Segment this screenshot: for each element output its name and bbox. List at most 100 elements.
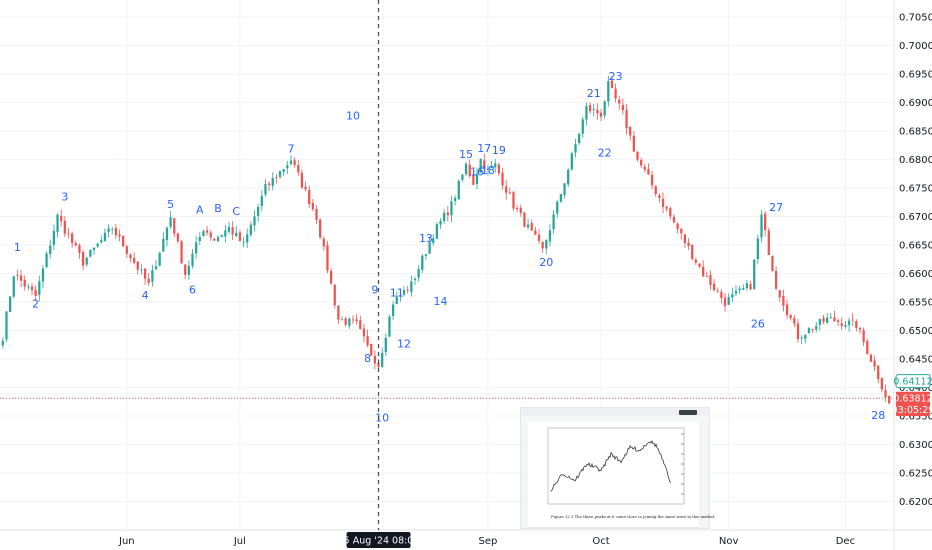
candle <box>636 151 639 162</box>
candle <box>858 327 862 334</box>
candle-body <box>599 112 603 117</box>
wave-label: B <box>214 202 222 215</box>
candle-body <box>800 337 803 339</box>
wave-label: 9 <box>371 283 378 296</box>
candle <box>260 190 263 212</box>
wave-label: 11 <box>390 286 404 299</box>
candle <box>548 224 552 247</box>
candle <box>289 154 293 166</box>
candle <box>85 256 88 267</box>
candle <box>745 279 749 291</box>
candle-body <box>745 283 749 289</box>
candle <box>789 314 792 321</box>
candle-body <box>636 151 639 160</box>
candle <box>264 179 267 197</box>
candle-body <box>880 378 884 390</box>
candle <box>676 222 679 234</box>
candle-body <box>672 216 676 223</box>
candle <box>753 259 756 290</box>
candle-body <box>235 232 238 237</box>
wave-label: 22 <box>598 147 612 160</box>
candle-body <box>486 168 490 170</box>
candle-body <box>311 202 314 210</box>
candle-body <box>264 184 267 195</box>
wave-label: 10 <box>375 412 389 425</box>
candle <box>275 173 278 184</box>
candle-body <box>45 253 48 268</box>
candle-body <box>289 160 293 165</box>
candle <box>67 227 70 239</box>
candle-body <box>359 320 362 329</box>
candle <box>742 284 745 290</box>
candle <box>92 247 96 255</box>
candle <box>103 228 107 242</box>
candle <box>807 326 811 334</box>
wave-label: 13 <box>419 232 433 245</box>
candle <box>242 236 245 248</box>
candle-body <box>683 234 687 244</box>
candle-body <box>796 323 800 340</box>
candle-body <box>694 259 697 263</box>
candle-body <box>63 220 66 234</box>
candle-body <box>278 170 282 178</box>
candle <box>443 208 446 224</box>
candle <box>694 257 697 265</box>
candle-body <box>789 314 792 319</box>
candle-body <box>468 164 471 176</box>
candle-body <box>439 221 442 225</box>
candle-body <box>472 175 475 185</box>
candle <box>224 224 227 243</box>
candle <box>384 333 387 357</box>
candle <box>23 275 26 291</box>
candle-body <box>716 290 719 292</box>
candle <box>410 275 413 297</box>
candle <box>687 237 690 250</box>
candle-body <box>322 238 325 247</box>
candle-body <box>344 318 347 325</box>
candle <box>118 229 121 242</box>
candle <box>647 163 650 175</box>
candle <box>388 314 391 337</box>
time-axis[interactable]: Jun Jul Sep Oct Nov Dec 05 Aug '24 08:00 <box>0 529 932 548</box>
candle-body <box>785 304 789 316</box>
candle-body <box>133 257 136 263</box>
candle <box>658 193 661 203</box>
candle <box>709 270 712 290</box>
candle-body <box>705 276 708 278</box>
candle-body <box>457 180 460 200</box>
candle <box>344 316 347 327</box>
candle <box>508 187 511 195</box>
candle <box>873 355 876 372</box>
candle <box>49 239 52 259</box>
candle <box>683 233 687 249</box>
candle <box>322 236 325 251</box>
candle-body <box>530 223 533 231</box>
candle <box>129 253 132 263</box>
candle <box>96 242 99 248</box>
candle-body <box>373 355 377 364</box>
candle <box>308 185 311 208</box>
candle-body <box>691 244 694 259</box>
candle-body <box>424 254 428 256</box>
candle <box>526 218 530 230</box>
candle <box>362 323 366 343</box>
candle-body <box>541 241 544 249</box>
candle <box>621 98 625 115</box>
candle-body <box>515 207 519 210</box>
candle <box>629 126 632 141</box>
candle-body <box>873 360 876 367</box>
candle <box>351 315 355 325</box>
candle-body <box>778 290 781 298</box>
candle <box>202 229 205 237</box>
candle-body <box>362 328 366 337</box>
candle-body <box>545 240 548 249</box>
candle-body <box>585 106 588 120</box>
candle <box>497 162 501 177</box>
inset-sidebar-left <box>521 422 528 528</box>
candle <box>165 226 169 247</box>
